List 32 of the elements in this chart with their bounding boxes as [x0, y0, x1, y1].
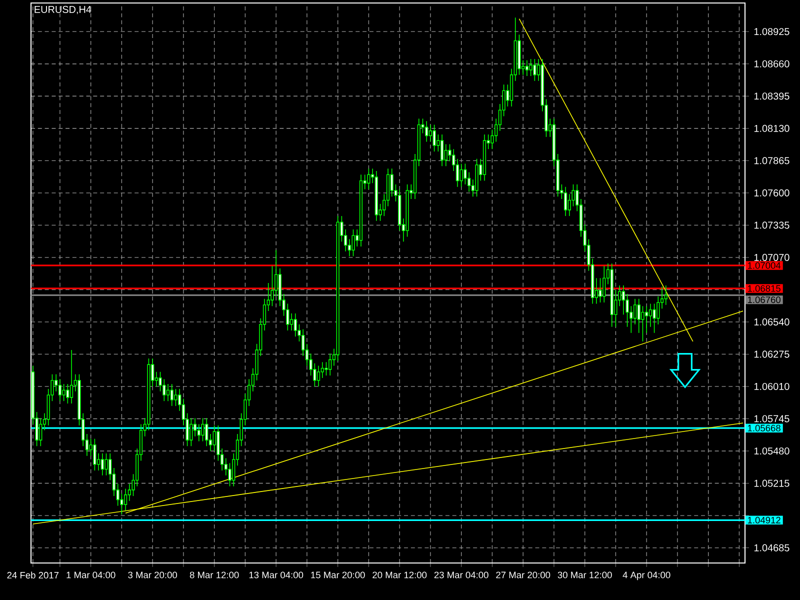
- y-tick-label: 1.08130: [754, 124, 790, 132]
- ref-line-label: 1.07004: [748, 262, 781, 269]
- y-tick-label: 1.07865: [754, 157, 790, 164]
- y-tick-label: 1.07070: [754, 254, 790, 261]
- y-tick-label: 1.06010: [754, 382, 790, 390]
- ref-line-label: 1.05668: [748, 424, 780, 432]
- x-tick-label: 1 Mar 04:00: [66, 572, 116, 578]
- x-tick-label: 24 Feb 2017: [7, 572, 59, 578]
- x-tick-label: 23 Mar 04:00: [434, 572, 488, 578]
- y-tick-label: 1.05215: [754, 480, 790, 487]
- y-tick-label: 1.05480: [754, 447, 790, 455]
- y-tick-label: 1.05745: [754, 415, 790, 422]
- x-tick-label: 8 Mar 12:00: [190, 572, 239, 578]
- y-tick-label: 1.04685: [754, 544, 790, 552]
- x-tick-label: 27 Mar 20:00: [496, 572, 550, 578]
- ref-line-label: 1.06760: [748, 296, 781, 304]
- y-tick-label: 1.07600: [754, 189, 790, 196]
- ref-line-label: 1.06815: [748, 285, 780, 292]
- y-tick-label: 1.08660: [754, 60, 790, 68]
- y-tick-label: 1.06275: [754, 350, 790, 358]
- chart-title: EURUSD,H4: [34, 6, 92, 14]
- x-tick-label: 3 Mar 20:00: [128, 572, 178, 578]
- y-tick-label: 1.07335: [754, 222, 790, 229]
- y-tick-label: 1.08395: [754, 92, 790, 100]
- x-tick-label: 30 Mar 12:00: [558, 572, 612, 578]
- x-tick-label: 4 Apr 04:00: [622, 572, 670, 580]
- x-tick-label: 13 Mar 04:00: [249, 572, 304, 578]
- y-tick-label: 1.08925: [754, 28, 790, 36]
- x-tick-label: 20 Mar 12:00: [372, 572, 427, 578]
- x-tick-label: 15 Mar 20:00: [311, 572, 365, 578]
- ref-line-label: 1.04912: [748, 516, 780, 524]
- y-tick-label: 1.06540: [754, 318, 790, 326]
